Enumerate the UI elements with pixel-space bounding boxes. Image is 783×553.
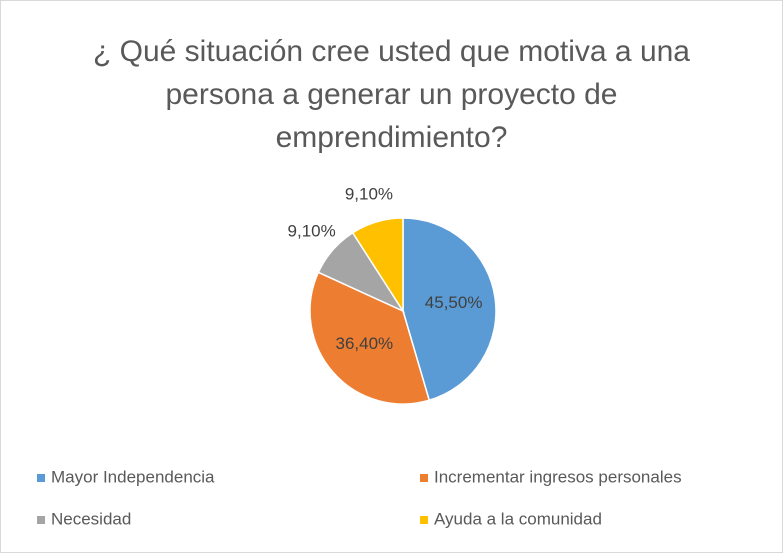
pie-slice xyxy=(351,217,404,314)
pie-slice xyxy=(402,217,497,402)
legend-label: Incrementar ingresos personales xyxy=(434,467,682,486)
pie-slice xyxy=(309,271,431,405)
legend-label: Necesidad xyxy=(51,509,131,528)
data-label: 45,50% xyxy=(425,293,483,312)
data-label: 9,10% xyxy=(345,184,393,203)
data-label: 9,10% xyxy=(288,221,336,240)
data-label: 36,40% xyxy=(336,334,394,353)
legend-label: Mayor Independencia xyxy=(51,467,215,486)
legend-swatch xyxy=(37,516,45,524)
legend-label: Ayuda a la comunidad xyxy=(434,509,602,528)
legend-swatch xyxy=(420,516,428,524)
legend-swatch xyxy=(420,474,428,482)
chart-title: ¿ Qué situación cree usted que motiva a … xyxy=(92,35,690,154)
legend-swatch xyxy=(37,474,45,482)
